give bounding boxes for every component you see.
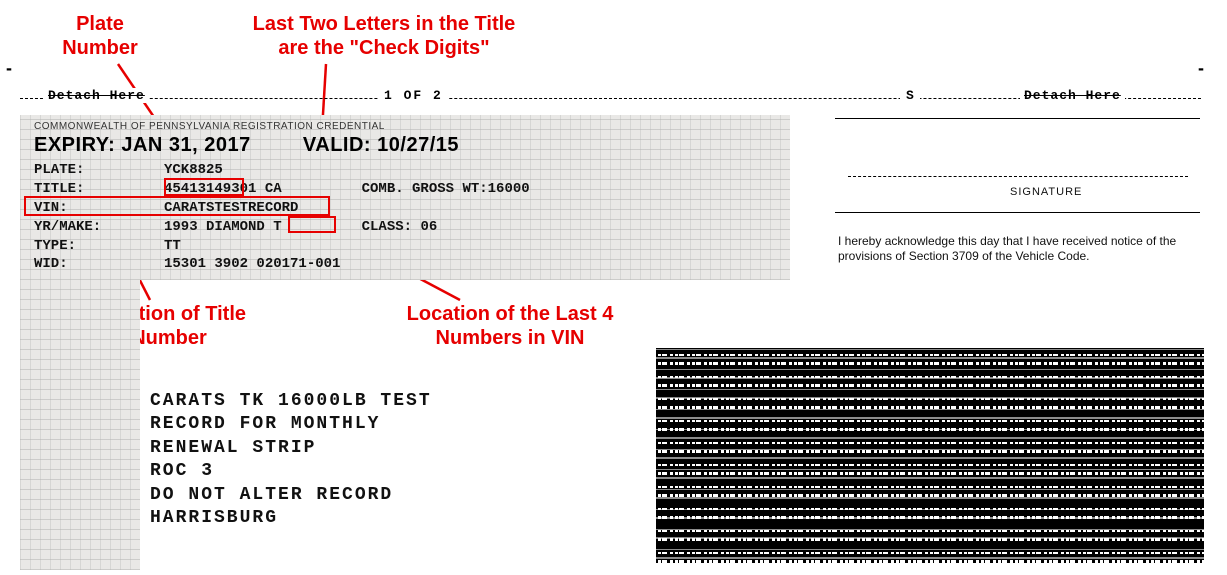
highlight-vin4-box [288,216,336,233]
field-label: YR/MAKE: [34,218,164,237]
valid-label: VALID: [303,134,371,156]
field-row: PLATE:YCK8825 [34,161,776,180]
highlight-title-box [24,196,330,216]
field-value: 1993 DIAMOND T [164,218,282,237]
field-value: 15301 3902 020171-001 [164,255,340,274]
address-line: CARATS TK 16000LB TEST [150,390,432,413]
detach-left-label: Detach Here [44,88,149,103]
stray-dash: - [1198,58,1204,79]
annotation-plate-number: Plate Number [40,12,160,60]
field-label: WID: [34,255,164,274]
address-line: HARRISBURG [150,507,432,530]
acknowledgement-text: I hereby acknowledge this day that I hav… [838,234,1198,264]
security-tint-strip [20,280,140,570]
field-label: PLATE: [34,161,164,180]
annotation-check-digits: Last Two Letters in the Title are the "C… [224,12,544,60]
highlight-plate-box [164,178,244,196]
address-line: RENEWAL STRIP [150,437,432,460]
annotation-vin-location: Location of the Last 4 Numbers in VIN [370,302,650,350]
field-label: TYPE: [34,237,164,256]
address-line: RECORD FOR MONTHLY [150,413,432,436]
field-row: TYPE:TT [34,237,776,256]
field-value: TT [164,237,181,256]
expiry-valid-row: EXPIRY: JAN 31, 2017 VALID: 10/27/15 [34,134,776,157]
field-label: COMB. GROSS WT: [362,181,488,197]
field-row: WID:15301 3902 020171-001 [34,255,776,274]
expiry-value: JAN 31, 2017 [121,134,250,156]
address-line: ROC 3 [150,460,432,483]
field-label: CLASS: [362,219,412,235]
valid-value: 10/27/15 [377,134,459,156]
field-value: 06 [420,219,437,235]
credential-header: COMMONWEALTH OF PENNSYLVANIA REGISTRATIO… [34,121,776,132]
signature-box [835,118,1200,213]
address-block: CARATS TK 16000LB TEST RECORD FOR MONTHL… [150,390,432,530]
field-value: 16000 [488,181,530,197]
s-mark: S [900,88,920,103]
page-number: 1 OF 2 [378,88,449,103]
stray-dash: - [6,58,12,79]
signature-line [848,176,1188,177]
signature-label: SIGNATURE [1010,186,1082,198]
detach-right-label: Detach Here [1020,88,1125,103]
address-line: DO NOT ALTER RECORD [150,484,432,507]
credential-fields: PLATE:YCK8825 TITLE:45413149301 CACOMB. … [34,161,776,274]
expiry-label: EXPIRY: [34,134,115,156]
pdf417-barcode [656,348,1204,563]
field-row: YR/MAKE:1993 DIAMOND T CLASS: 06 [34,218,776,237]
